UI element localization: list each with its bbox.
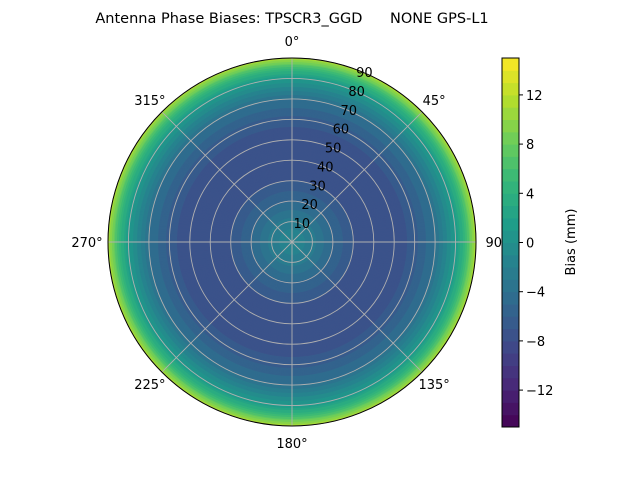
colorbar-tick-label: −8 [526, 335, 545, 350]
colorbar-tick-label: 4 [526, 187, 534, 202]
colorbar-level [502, 390, 519, 403]
colorbar-level [502, 70, 519, 84]
colorbar-level [502, 58, 519, 71]
grid-spoke [291, 111, 423, 243]
colorbar-level [502, 119, 519, 133]
angular-tick-label: 0° [285, 35, 300, 50]
colorbar-level [502, 267, 519, 280]
colorbar-level [502, 402, 519, 416]
colorbar-level [502, 217, 519, 231]
angular-tick-label: 270° [71, 236, 102, 251]
colorbar-level [502, 279, 519, 293]
colorbar-level [502, 291, 519, 305]
grid-spoke [161, 241, 293, 373]
colorbar-level [502, 107, 519, 120]
radial-tick-label: 80 [348, 85, 365, 100]
angular-tick-label: 225° [134, 378, 165, 393]
colorbar-level [502, 82, 519, 96]
radial-tick-label: 70 [340, 104, 357, 119]
angular-tick-label: 180° [276, 437, 307, 452]
radial-tick-label: 90 [356, 66, 373, 81]
colorbar-tick-label: 12 [526, 89, 543, 104]
colorbar-level [502, 156, 519, 170]
colorbar-level [502, 365, 519, 379]
colorbar-tick-label: −4 [526, 286, 545, 301]
colorbar-level [502, 254, 519, 268]
angular-tick-label: 315° [134, 94, 165, 109]
radial-tick-label: 10 [294, 217, 311, 232]
colorbar-level [502, 144, 519, 157]
polar-frame [107, 57, 477, 427]
colorbar-level [502, 316, 519, 330]
polar-grid [107, 57, 477, 427]
colorbar-tick-label: 0 [526, 237, 534, 252]
radial-tick-label: 30 [309, 179, 326, 194]
radial-tick-labels: 10 20 30 40 50 60 70 80 90 [294, 66, 373, 232]
colorbar-level [502, 414, 519, 428]
chart-title: Antenna Phase Biases: TPSCR3_GGD NONE GP… [95, 11, 488, 27]
colorbar-level [502, 181, 519, 194]
colorbar-level [502, 304, 519, 317]
colorbar-label: Bias (mm) [564, 209, 579, 276]
angular-tick-label: 45° [423, 94, 446, 109]
grid-spoke [291, 241, 423, 373]
colorbar-level [502, 353, 519, 366]
colorbar-level [502, 377, 519, 391]
colorbar-level [502, 230, 519, 243]
radial-tick-label: 40 [317, 160, 334, 175]
angular-tick-labels: 0°45°90°135°180°225°270°315° [71, 35, 508, 452]
radial-tick-label: 50 [325, 142, 342, 157]
colorbar-level [502, 340, 519, 354]
colorbar-level [502, 242, 519, 256]
colorbar-level [502, 328, 519, 342]
colorbar-level [502, 94, 519, 108]
colorbar-level [502, 193, 519, 207]
colorbar-tick-label: 8 [526, 138, 534, 153]
colorbar: −12 −8 −4 0 4 8 12 [501, 57, 553, 428]
radial-tick-label: 60 [333, 123, 350, 138]
radial-tick-label: 20 [301, 198, 318, 213]
colorbar-level [502, 131, 519, 145]
angular-tick-label: 135° [418, 378, 449, 393]
colorbar-level [502, 168, 519, 182]
colorbar-tick-label: −12 [526, 384, 553, 399]
grid-spoke [161, 111, 293, 243]
colorbar-level [502, 205, 519, 219]
